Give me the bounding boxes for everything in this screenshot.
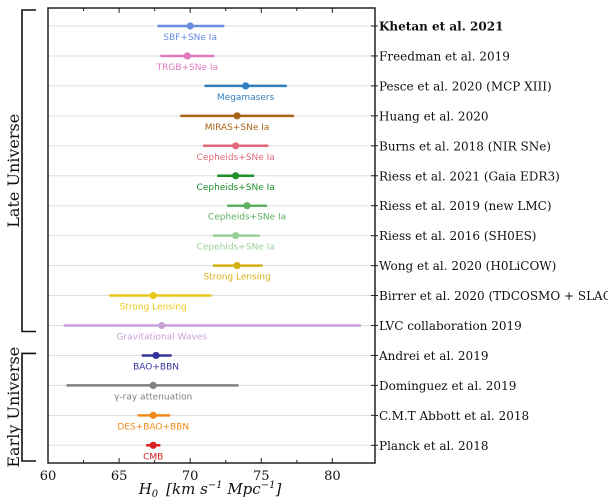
data-point — [158, 321, 166, 330]
data-point — [232, 232, 240, 240]
x-label-close: ] — [274, 480, 281, 498]
x-label-sub: 0 — [152, 489, 159, 500]
x-label-mid: Mpc — [223, 480, 262, 498]
group-label: Early Universe — [4, 347, 23, 468]
x-axis: 60 65 70 75 80 — [40, 8, 378, 484]
row-label: Planck et al. 2018 — [379, 439, 489, 453]
data-point — [149, 381, 157, 389]
data-point — [149, 411, 157, 419]
row-label: Birrer et al. 2020 (TDCOSMO + SLACS) — [379, 289, 608, 303]
data-point — [149, 441, 157, 449]
data-point — [233, 112, 241, 120]
method-label: Cepheids+SNe Ia — [197, 153, 275, 163]
method-label: Cepheids+SNe Ia — [208, 213, 286, 223]
row-label: Huang et al. 2020 — [379, 109, 488, 123]
data-point — [243, 202, 251, 210]
method-label: Strong Lensing — [203, 273, 270, 283]
data-point — [232, 142, 240, 150]
method-label: CMB — [143, 452, 163, 462]
data-point — [242, 82, 250, 90]
data-point — [149, 291, 157, 300]
row-label: Riess et al. 2021 (Gaia EDR3) — [379, 169, 560, 183]
data-point — [186, 22, 194, 30]
method-label: Cepehids+SNe Ia — [197, 243, 275, 253]
method-label: Gravitational Waves — [116, 333, 207, 343]
method-label: MIRAS+SNe Ia — [205, 123, 270, 133]
row-label: Wong et al. 2020 (H0LiCOW) — [379, 259, 556, 273]
row-label: Khetan et al. 2021 — [379, 20, 503, 34]
grid-lines — [48, 25, 375, 446]
data-point — [233, 262, 241, 270]
data-point — [152, 351, 160, 360]
x-label-symbol: H — [138, 480, 153, 498]
error-bars: SBF+SNe Ia TRGB+SNe Ia Megamasers MIRAS+SNe… — [63, 22, 361, 462]
method-label: Cepheids+SNe Ia — [197, 183, 275, 193]
row-label: Burns et al. 2018 (NIR SNe) — [379, 139, 551, 153]
row-label: Pesce et al. 2020 (MCP XIII) — [379, 79, 552, 93]
group-bracket — [21, 352, 36, 462]
method-label: TRGB+SNe Ia — [156, 63, 218, 73]
row-label: C.M.T Abbott et al. 2018 — [379, 409, 529, 423]
x-tick-label: 75 — [253, 469, 270, 484]
group-brackets: Late Universe Early Universe — [4, 9, 36, 468]
row-label: Freedman et al. 2019 — [379, 49, 510, 63]
data-point — [232, 172, 240, 180]
x-tick-label: 70 — [182, 469, 199, 484]
method-label: Strong Lensing — [120, 303, 187, 313]
group-label: Late Universe — [4, 114, 23, 228]
row-label: Andrei et al. 2019 — [378, 349, 488, 363]
row-label: LVC collaboration 2019 — [379, 319, 522, 333]
x-label-exp2: −1 — [261, 480, 276, 491]
x-label-units: [km s — [166, 480, 208, 498]
x-tick-label: 65 — [111, 469, 128, 484]
group-bracket — [21, 9, 36, 333]
method-label: γ-ray attenuation — [114, 392, 192, 402]
x-label-exp1: −1 — [208, 480, 223, 491]
method-label: DES+BAO+BBN — [117, 422, 189, 432]
row-label: Riess et al. 2019 (new LMC) — [379, 199, 552, 213]
x-tick-label: 80 — [324, 469, 341, 484]
row-label: Dominguez et al. 2019 — [379, 379, 516, 393]
row-label: Riess et al. 2016 (SH0ES) — [379, 229, 536, 243]
data-point — [183, 52, 191, 60]
method-label: Megamasers — [217, 93, 275, 103]
method-label: BAO+BBN — [133, 362, 179, 372]
x-axis-label: H0 [km s−1 Mpc−1] — [138, 480, 282, 500]
x-tick-label: 60 — [40, 469, 57, 484]
row-labels: Khetan et al. 2021 Freedman et al. 2019 Pe… — [378, 20, 608, 453]
method-label: SBF+SNe Ia — [163, 33, 217, 43]
